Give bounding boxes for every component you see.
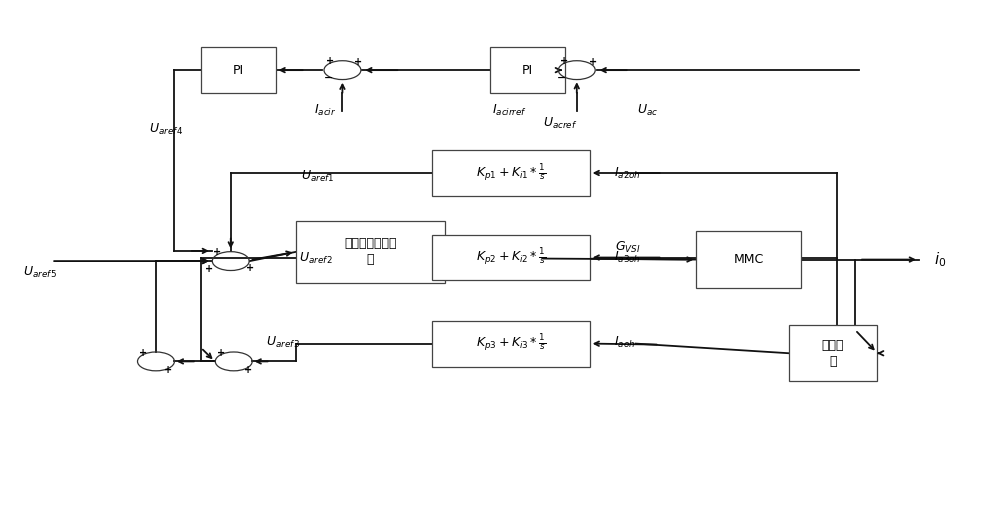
Text: $U_{aref\,4}$: $U_{aref\,4}$ <box>149 122 184 137</box>
Text: $I_{aoh}$: $I_{aoh}$ <box>614 335 635 350</box>
FancyBboxPatch shape <box>789 325 877 381</box>
Text: +: + <box>213 247 221 257</box>
Text: PI: PI <box>233 63 244 77</box>
Text: +: + <box>354 57 362 68</box>
Text: $I_{acir}$: $I_{acir}$ <box>314 103 337 118</box>
FancyBboxPatch shape <box>432 321 590 367</box>
Text: +: + <box>589 57 597 68</box>
Text: +: + <box>164 365 172 375</box>
Text: +: + <box>205 264 213 274</box>
Text: $K_{p2}+K_{i2}*\frac{1}{s}$: $K_{p2}+K_{i2}*\frac{1}{s}$ <box>476 247 546 268</box>
Text: $K_{p3}+K_{i3}*\frac{1}{s}$: $K_{p3}+K_{i3}*\frac{1}{s}$ <box>476 333 546 354</box>
Text: $U_{acref}$: $U_{acref}$ <box>543 116 577 131</box>
Text: −: − <box>324 73 333 83</box>
Text: $I_{a2oh}$: $I_{a2oh}$ <box>614 165 641 181</box>
Text: PI: PI <box>522 63 533 77</box>
Text: +: + <box>244 365 252 375</box>
Text: 最近电平逼近调
制: 最近电平逼近调 制 <box>344 238 397 266</box>
Text: +: + <box>246 263 254 273</box>
Text: $U_{aref\,2}$: $U_{aref\,2}$ <box>299 250 333 266</box>
FancyBboxPatch shape <box>296 221 445 283</box>
Text: −: − <box>557 73 567 83</box>
Text: +: + <box>217 348 225 358</box>
Text: +: + <box>326 56 335 66</box>
Text: $i_0$: $i_0$ <box>934 250 946 269</box>
Text: $U_{aref\,3}$: $U_{aref\,3}$ <box>266 335 301 350</box>
FancyBboxPatch shape <box>696 231 801 288</box>
Text: $G_{VSI}$: $G_{VSI}$ <box>615 240 640 255</box>
FancyBboxPatch shape <box>432 150 590 196</box>
FancyBboxPatch shape <box>201 47 276 93</box>
Text: $U_{ac}$: $U_{ac}$ <box>637 103 658 118</box>
Text: $U_{aref1}$: $U_{aref1}$ <box>301 168 334 184</box>
Text: 谐波提
取: 谐波提 取 <box>822 339 844 368</box>
Text: +: + <box>560 56 568 66</box>
Text: $I_{a3oh}$: $I_{a3oh}$ <box>614 249 641 265</box>
FancyBboxPatch shape <box>490 47 565 93</box>
Text: $K_{p1}+K_{i1}*\frac{1}{s}$: $K_{p1}+K_{i1}*\frac{1}{s}$ <box>476 162 546 184</box>
FancyBboxPatch shape <box>432 234 590 281</box>
Text: $U_{aref\,5}$: $U_{aref\,5}$ <box>23 265 58 280</box>
Text: $I_{acirref}$: $I_{acirref}$ <box>492 103 528 118</box>
Text: MMC: MMC <box>734 253 764 266</box>
Text: +: + <box>139 348 147 358</box>
